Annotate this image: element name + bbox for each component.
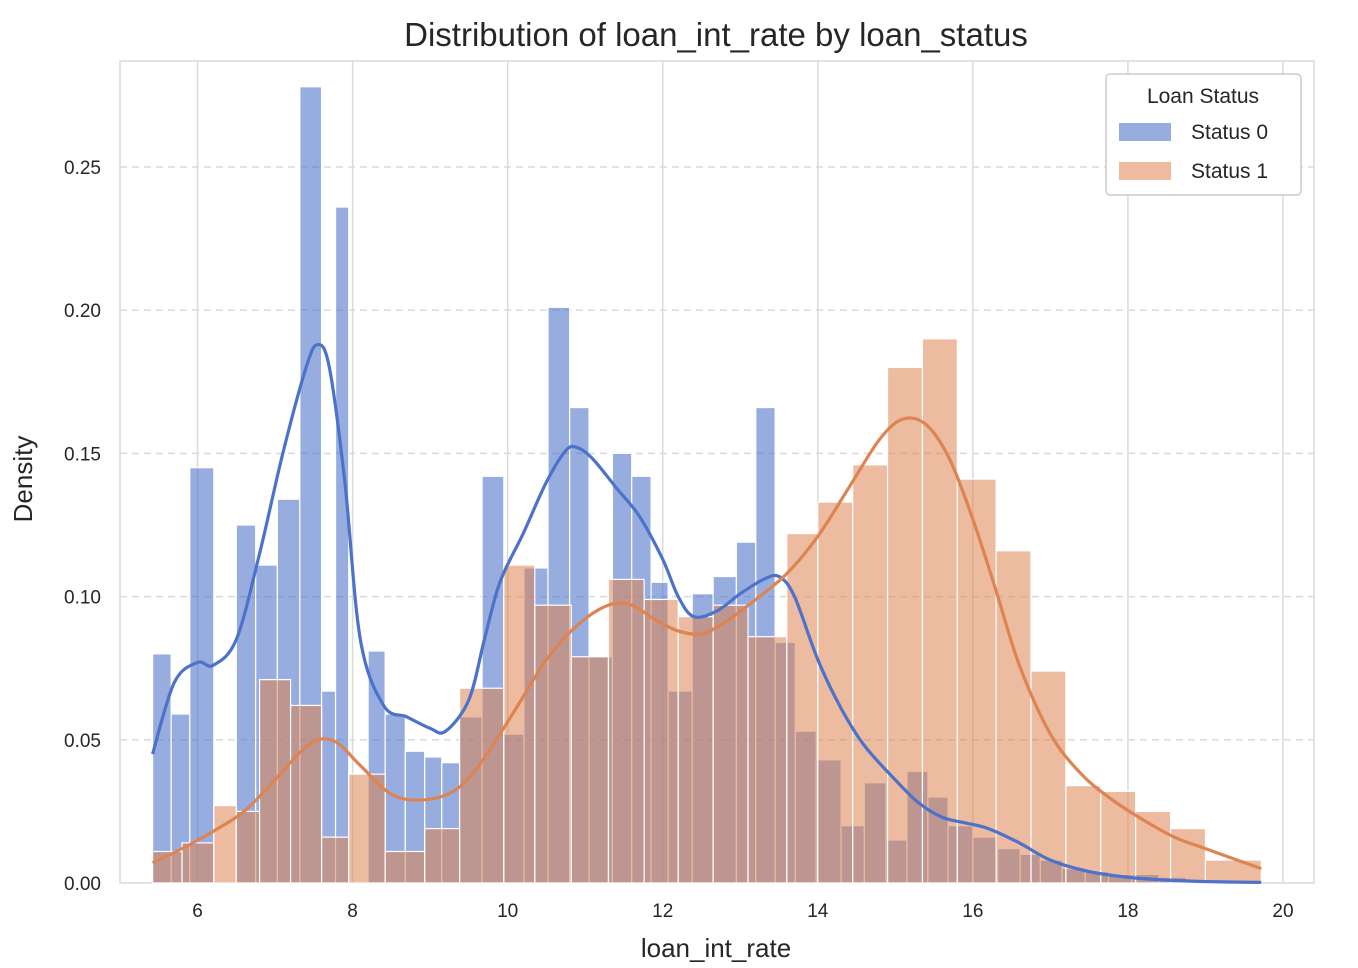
- x-tick-label: 18: [1117, 901, 1138, 922]
- x-axis-label: loan_int_rate: [641, 933, 791, 963]
- histogram-bar-status-1: [348, 773, 386, 884]
- y-tick-label: 0.20: [64, 301, 101, 322]
- kde-line-status-0: [151, 342, 1262, 885]
- x-tick-label: 16: [962, 901, 983, 922]
- x-tick-label: 10: [497, 901, 518, 922]
- histogram-bar-status-0: [334, 206, 350, 884]
- histogram-bar-status-1: [607, 578, 645, 884]
- histogram-bar-status-1: [643, 598, 679, 884]
- histogram-bar-status-1: [817, 501, 854, 884]
- histogram-bar-status-1: [1030, 670, 1067, 884]
- histogram-bar-status-1: [503, 564, 536, 884]
- x-tick-label: 8: [347, 901, 358, 922]
- histogram-bar-status-1: [886, 366, 924, 884]
- chart-title: Distribution of loan_int_rate by loan_st…: [404, 16, 1028, 53]
- histogram-bar-status-1: [424, 827, 461, 884]
- histogram-bar-status-0: [151, 653, 172, 884]
- histogram-bar-status-1: [956, 478, 997, 884]
- histogram-bar-status-1: [320, 836, 350, 884]
- legend-swatch-status-1: [1119, 162, 1171, 180]
- x-tick-label: 14: [807, 901, 829, 922]
- histogram-bar-status-1: [712, 604, 749, 884]
- x-tick-label: 20: [1272, 901, 1293, 922]
- y-axis-label: Density: [8, 436, 38, 523]
- legend-label-status-0: Status 0: [1191, 121, 1268, 144]
- histogram-bar-status-1: [181, 842, 215, 884]
- histogram-bar-status-1: [1100, 790, 1137, 884]
- histogram-bar-status-1: [458, 687, 505, 884]
- y-tick-label: 0.00: [64, 874, 101, 895]
- legend-title: Loan Status: [1147, 85, 1259, 108]
- histogram-bar-status-1: [677, 616, 714, 884]
- y-tick-label: 0.10: [64, 588, 101, 609]
- legend-label-status-1: Status 1: [1191, 160, 1268, 183]
- legend: Loan Status Status 0 Status 1: [1105, 73, 1302, 196]
- histogram-bar-status-1: [921, 338, 958, 884]
- histogram-bar-status-0: [189, 467, 215, 884]
- histogram-bar-status-1: [235, 810, 261, 884]
- x-tick-label: 6: [192, 901, 203, 922]
- histogram-bar-status-1: [570, 656, 610, 884]
- histogram-bar-status-1: [289, 704, 323, 884]
- histogram-bar-status-1: [786, 532, 819, 884]
- histogram-bar-status-1: [852, 464, 889, 884]
- y-tick-label: 0.05: [64, 731, 101, 752]
- histogram-bar-status-1: [1135, 810, 1172, 884]
- histogram-bar-status-1: [384, 850, 426, 884]
- histogram-bar-status-1: [747, 636, 788, 884]
- kde-curves: [151, 342, 1262, 885]
- kde-line-status-1: [151, 416, 1262, 871]
- axis-ticks: 6 8 10 12 14 16 18 20 0.00 0.05 0.10 0.15 0.20 0.25: [64, 158, 1294, 922]
- histogram-bar-status-1: [534, 604, 572, 884]
- x-tick-label: 12: [652, 901, 673, 922]
- y-tick-label: 0.15: [64, 444, 101, 465]
- legend-swatch-status-0: [1119, 123, 1171, 141]
- histogram-bar-status-1: [1204, 859, 1262, 884]
- y-tick-label: 0.25: [64, 158, 101, 179]
- histogram-bar-status-1: [213, 805, 237, 884]
- status-1-bars: [151, 338, 1262, 884]
